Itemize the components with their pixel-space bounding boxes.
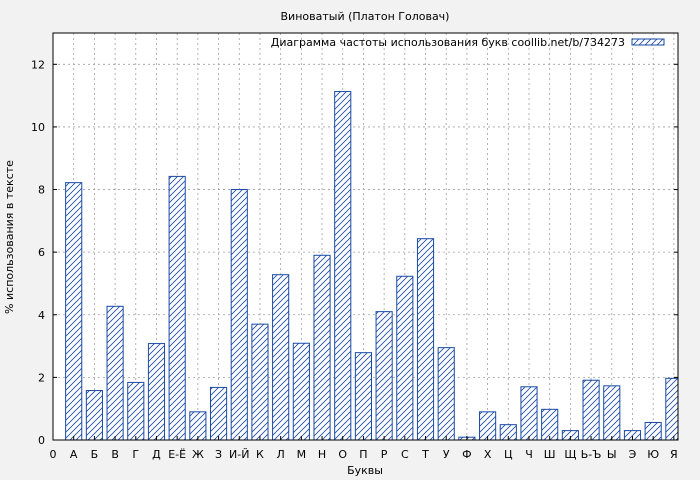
x-tick-label: Ю xyxy=(647,448,659,461)
x-tick-label: Н xyxy=(318,448,326,461)
x-tick-label: Ь-Ъ xyxy=(581,448,602,461)
y-tick-label: 4 xyxy=(38,309,45,322)
x-tick-label: Р xyxy=(381,448,388,461)
x-tick-label: П xyxy=(359,448,367,461)
x-tick-label: Я xyxy=(670,448,678,461)
bar xyxy=(292,342,310,441)
x-axis-ticks: 0 А Б В Г Д Е-Ё Ж З И-Й К Л М Н О П Р С Т У Ф Х Ц Ч Ш Щ Ь-Ъ Ы Э Ю Я xyxy=(50,436,678,461)
x-tick-label: Е-Ё xyxy=(168,448,186,461)
x-tick-label: З xyxy=(215,448,222,461)
bar xyxy=(479,411,497,441)
x-tick-label: Ц xyxy=(504,448,513,461)
y-tick-label: 2 xyxy=(38,371,45,384)
x-tick-label: 0 xyxy=(50,448,57,461)
y-axis-label: % использования в тексте xyxy=(3,160,16,314)
x-tick-label: А xyxy=(70,448,78,461)
bar xyxy=(416,238,435,441)
y-axis-ticks: 0 2 4 6 8 10 12 xyxy=(31,58,678,447)
x-axis-label: Буквы xyxy=(347,464,383,477)
bar xyxy=(251,323,269,441)
bar xyxy=(334,91,352,441)
bar xyxy=(272,274,290,441)
x-tick-label: Ы xyxy=(607,448,617,461)
y-tick-label: 12 xyxy=(31,58,45,71)
x-tick-label: Б xyxy=(91,448,99,461)
bar xyxy=(85,390,103,441)
x-tick-label: У xyxy=(443,448,450,461)
bar xyxy=(603,385,621,441)
bar xyxy=(665,377,679,441)
bar xyxy=(65,182,83,441)
x-tick-label: Ж xyxy=(192,448,204,461)
x-tick-label: Э xyxy=(629,448,637,461)
bar xyxy=(127,381,145,441)
bar xyxy=(520,386,538,441)
plot-frame xyxy=(52,32,679,441)
x-tick-label: К xyxy=(256,448,264,461)
x-tick-label: Д xyxy=(152,448,161,461)
y-tick-label: 6 xyxy=(38,246,45,259)
x-tick-label: Ф xyxy=(462,448,471,461)
legend-swatch xyxy=(631,38,665,46)
x-tick-label: Ш xyxy=(544,448,556,461)
bar xyxy=(106,305,124,441)
legend: Диаграмма частоты использования букв coo… xyxy=(271,36,665,49)
x-tick-label: О xyxy=(338,448,347,461)
bar xyxy=(313,254,331,441)
bar xyxy=(147,343,166,441)
chart-title: Виноватый (Платон Головач) xyxy=(281,10,450,23)
legend-label: Диаграмма частоты использования букв coo… xyxy=(271,36,625,49)
x-tick-label: Г xyxy=(132,448,139,461)
x-tick-label: Ч xyxy=(525,448,533,461)
x-tick-label: С xyxy=(401,448,409,461)
x-tick-label: Т xyxy=(421,448,429,461)
bar xyxy=(437,347,455,441)
x-tick-label: В xyxy=(111,448,119,461)
bar xyxy=(375,311,393,441)
bar xyxy=(582,379,600,441)
bar xyxy=(168,175,186,441)
x-tick-label: И-Й xyxy=(229,448,249,461)
x-tick-label: Щ xyxy=(564,448,576,461)
grid-lines xyxy=(53,33,678,440)
y-tick-label: 8 xyxy=(38,184,45,197)
bar xyxy=(209,386,228,441)
bar xyxy=(230,189,248,441)
bar xyxy=(189,411,207,441)
bar xyxy=(396,275,414,441)
y-tick-label: 0 xyxy=(38,434,45,447)
bar xyxy=(541,408,559,441)
x-tick-label: М xyxy=(297,448,307,461)
bar xyxy=(354,352,373,441)
x-tick-label: Х xyxy=(484,448,492,461)
x-tick-label: Л xyxy=(277,448,285,461)
y-tick-label: 10 xyxy=(31,121,45,134)
